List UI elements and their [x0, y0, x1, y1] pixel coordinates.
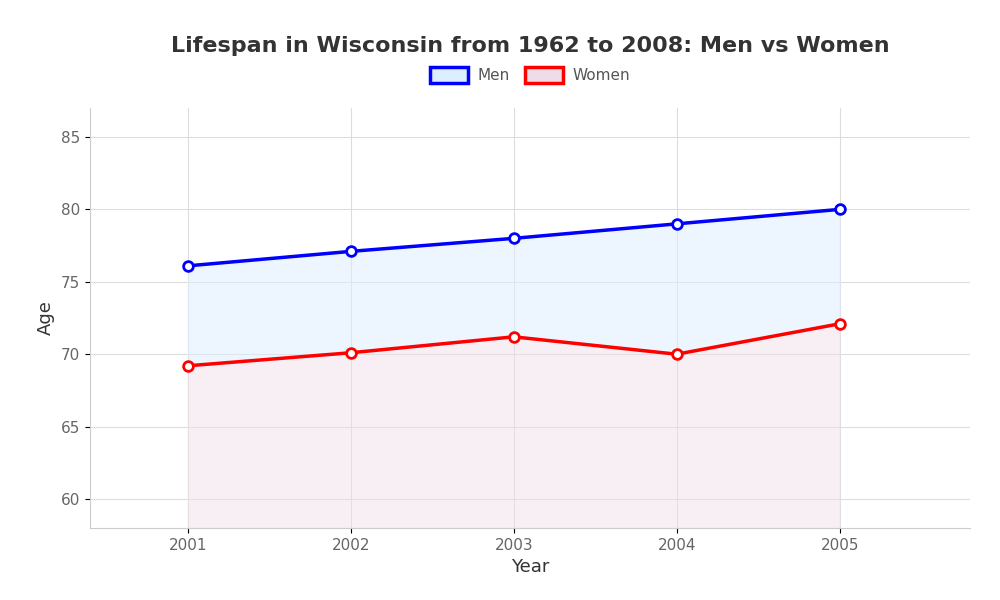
- Title: Lifespan in Wisconsin from 1962 to 2008: Men vs Women: Lifespan in Wisconsin from 1962 to 2008:…: [171, 37, 889, 56]
- X-axis label: Year: Year: [511, 558, 549, 576]
- Y-axis label: Age: Age: [37, 301, 55, 335]
- Legend: Men, Women: Men, Women: [424, 61, 636, 89]
